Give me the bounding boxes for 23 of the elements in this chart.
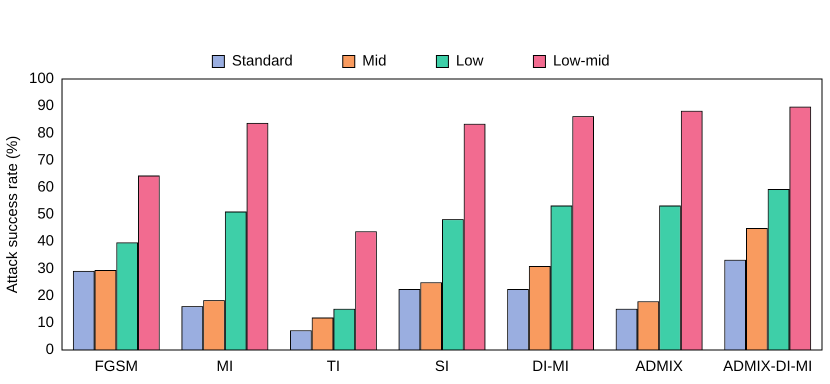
x-tick-label: FGSM	[94, 358, 138, 376]
y-tick-label: 10	[37, 314, 54, 332]
y-tick-label: 50	[37, 206, 54, 223]
x-tick-label: MI	[216, 358, 234, 376]
legend-label: Low	[456, 52, 484, 70]
y-tick-label: 90	[37, 97, 54, 114]
legend-label: Mid	[362, 52, 386, 70]
y-tick-label: 0	[46, 341, 54, 358]
x-tick-label: ADMIX	[635, 358, 683, 376]
x-tick-label: SI	[434, 358, 450, 376]
legend-label: Standard	[232, 52, 293, 70]
x-tick-label: DI-MI	[532, 358, 569, 376]
y-axis-title: Attack success rate (%)	[4, 136, 22, 294]
y-tick-label: 100	[28, 70, 54, 88]
x-tick-label: TI	[326, 358, 340, 376]
y-tick-label: 80	[37, 124, 54, 142]
y-tick-label: 60	[37, 178, 54, 196]
y-tick-label: 40	[37, 232, 54, 250]
y-tick-label: 30	[37, 260, 54, 277]
y-tick-label: 20	[37, 286, 54, 304]
x-tick-label: ADMIX-DI-MI	[723, 358, 812, 376]
y-tick-label: 70	[37, 151, 54, 168]
legend-label: Low-mid	[552, 52, 610, 70]
